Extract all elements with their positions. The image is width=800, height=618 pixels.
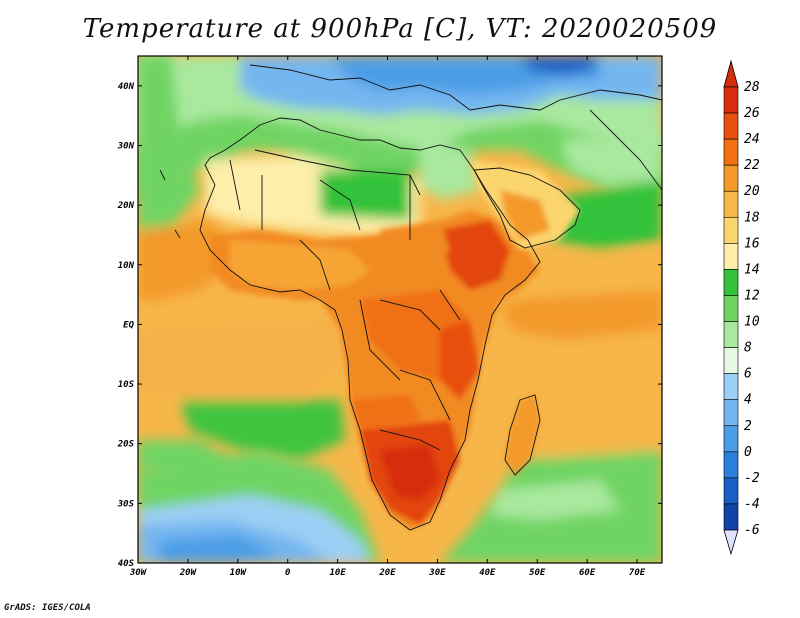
colorbar-label: 22 bbox=[744, 158, 760, 173]
colorbar-label: 12 bbox=[744, 288, 760, 303]
colorbar-segment bbox=[723, 373, 739, 401]
lat-tick-label: 30N bbox=[117, 141, 135, 151]
colorbar-label: -6 bbox=[744, 523, 760, 538]
colorbar-segment bbox=[723, 216, 739, 244]
colorbar-label: 24 bbox=[744, 132, 760, 147]
colorbar-segment bbox=[723, 269, 739, 296]
colorbar-label: 14 bbox=[744, 262, 760, 277]
colorbar-segment bbox=[723, 86, 739, 114]
colorbar-bottom-arrow bbox=[723, 529, 739, 556]
lon-tick-label: 20W bbox=[179, 568, 198, 578]
colorbar-label: -4 bbox=[744, 497, 760, 512]
map-frame bbox=[137, 55, 663, 564]
colorbar-segment bbox=[723, 190, 739, 218]
lon-tick-label: 10E bbox=[329, 568, 346, 578]
colorbar-segment bbox=[723, 112, 739, 140]
colorbar-top-arrow bbox=[723, 59, 739, 88]
lon-tick-label: 30E bbox=[428, 568, 446, 578]
lon-tick-label: 60E bbox=[579, 568, 596, 578]
colorbar-segment bbox=[723, 399, 739, 427]
lat-tick-label: 20N bbox=[117, 201, 135, 211]
colorbar-segment bbox=[723, 503, 739, 531]
lat-tick-label: 30S bbox=[117, 499, 135, 509]
colorbar-label: 10 bbox=[744, 315, 760, 330]
lat-tick-label: 40S bbox=[118, 559, 135, 569]
lon-tick-label: 20E bbox=[378, 568, 396, 578]
colorbar-label: 0 bbox=[744, 445, 752, 460]
colorbar-label: 2 bbox=[744, 419, 752, 434]
colorbar-segment bbox=[723, 138, 739, 166]
colorbar-segment bbox=[723, 243, 739, 270]
colorbar-segment bbox=[723, 477, 739, 505]
colorbar-segment bbox=[723, 425, 739, 453]
colorbar-segment bbox=[723, 321, 739, 348]
colorbar-label: 26 bbox=[744, 106, 760, 121]
lon-tick-label: 10W bbox=[230, 568, 248, 578]
colorbar-label: 20 bbox=[744, 184, 760, 199]
colorbar-label: 16 bbox=[744, 236, 760, 251]
lon-tick-label: 0 bbox=[285, 568, 291, 578]
colorbar-label: 4 bbox=[744, 393, 752, 408]
lon-tick-label: 40E bbox=[479, 568, 496, 578]
colorbar-label: -2 bbox=[744, 471, 760, 486]
colorbar-label: 8 bbox=[744, 341, 752, 356]
colorbar-label: 6 bbox=[744, 367, 752, 382]
lon-tick-label: 70E bbox=[629, 568, 646, 578]
coastlines bbox=[159, 64, 662, 531]
colorbar-segment bbox=[723, 347, 739, 374]
lat-tick-label: 20S bbox=[117, 440, 135, 450]
colorbar-label: 18 bbox=[744, 210, 760, 225]
map-title: Temperature at 900hPa [C], VT: 202002050… bbox=[82, 14, 718, 44]
lat-tick-label: 10S bbox=[118, 380, 135, 390]
longitude-axis: 30W 20W 10W 0 10E 20E 30E 40E 50E 60E 70E bbox=[129, 56, 646, 578]
colorbar-segment bbox=[723, 164, 739, 192]
temperature-field bbox=[138, 56, 662, 563]
lon-tick-label: 30W bbox=[129, 568, 148, 578]
latitude-axis: 40N 30N 20N 10N EQ 10S 20S 30S 40S bbox=[117, 82, 662, 569]
lon-tick-label: 50E bbox=[529, 568, 546, 578]
footer-credit: GrADS: IGES/COLA bbox=[4, 603, 91, 613]
lat-tick-label: 40N bbox=[118, 82, 135, 92]
colorbar-segment bbox=[723, 295, 739, 322]
colorbar-segment bbox=[723, 451, 739, 479]
lat-tick-label: 10N bbox=[118, 261, 135, 271]
lat-tick-label: EQ bbox=[123, 320, 134, 330]
colorbar-label: 28 bbox=[744, 80, 760, 95]
